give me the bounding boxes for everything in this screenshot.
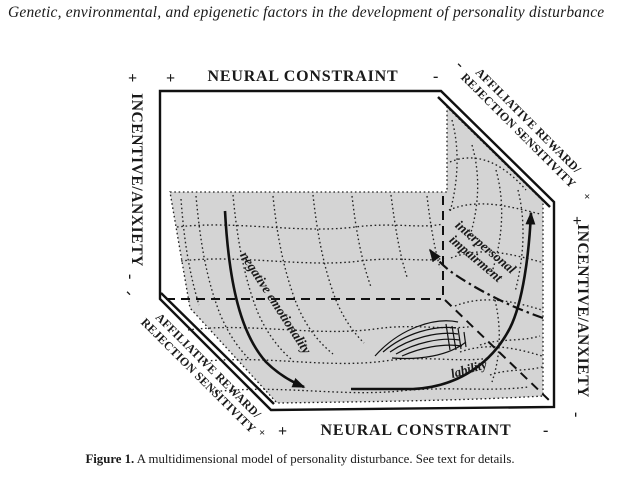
hidden-edges — [166, 196, 552, 403]
mesh-line — [211, 386, 529, 394]
figure-caption-label: Figure 1. — [85, 452, 135, 466]
lability-arrow — [351, 211, 536, 391]
figure-caption: Figure 1. A multidimensional model of pe… — [0, 452, 600, 467]
mesh-line — [351, 195, 372, 288]
affiliative-bl-minus: - — [121, 285, 137, 301]
affiliative-tr-minus: - — [452, 57, 468, 73]
negative-emotionality-arrow — [223, 210, 306, 389]
mesh-line — [390, 194, 408, 278]
neural-top-label: NEURAL CONSTRAINT — [208, 68, 399, 85]
surface-fill — [170, 107, 543, 403]
cusp-fold — [374, 320, 467, 360]
neural-bottom-plus: + — [278, 423, 287, 440]
incentive-right-xmark: × — [584, 191, 590, 203]
neural-top-plus: + — [166, 70, 175, 87]
mesh-line — [197, 357, 491, 365]
neural-bottom-minus: - — [543, 422, 548, 439]
incentive-left-minus: - — [122, 274, 139, 279]
potential-surface — [169, 105, 544, 404]
running-head: Genetic, environmental, and epigenetic f… — [8, 4, 605, 21]
neural-bottom-xmark: × — [259, 427, 265, 439]
figure-caption-text: A multidimensional model of personality … — [134, 452, 515, 466]
axis-incentive-right: × + INCENTIVE/ANXIETY - — [568, 191, 591, 417]
box-inner-diagonal-top-right — [437, 96, 551, 208]
incentive-right-plus: + — [568, 216, 585, 225]
box-hexagon — [158, 89, 556, 412]
neural-top-minus: - — [433, 68, 438, 85]
incentive-left-label: INCENTIVE/ANXIETY — [128, 93, 145, 267]
trajectory-arrows — [223, 210, 544, 391]
mesh-line — [454, 299, 543, 311]
mesh-line — [272, 195, 334, 355]
incentive-left-plus: + — [128, 70, 137, 87]
mesh-line — [187, 325, 476, 333]
mesh-line — [449, 119, 458, 213]
hidden-edge-diagonal — [444, 299, 552, 403]
mesh-line — [467, 144, 479, 243]
mesh-line — [459, 346, 543, 357]
box-inner-diagonal-bottom-left — [160, 292, 275, 405]
mesh-line — [479, 335, 541, 346]
box-outline — [158, 89, 556, 412]
mesh-line — [180, 198, 200, 306]
axis-neural-top: + + NEURAL CONSTRAINT - — [128, 68, 438, 87]
mesh-line — [450, 251, 542, 263]
neural-bottom-label: NEURAL CONSTRAINT — [321, 422, 512, 439]
axis-neural-bottom: × + NEURAL CONSTRAINT - — [259, 422, 548, 440]
incentive-right-minus: - — [568, 412, 585, 417]
axis-incentive-left: INCENTIVE/ANXIETY - — [122, 93, 145, 279]
incentive-right-label: INCENTIVE/ANXIETY — [574, 224, 591, 398]
interpersonal-impairment-arrow — [429, 248, 544, 320]
